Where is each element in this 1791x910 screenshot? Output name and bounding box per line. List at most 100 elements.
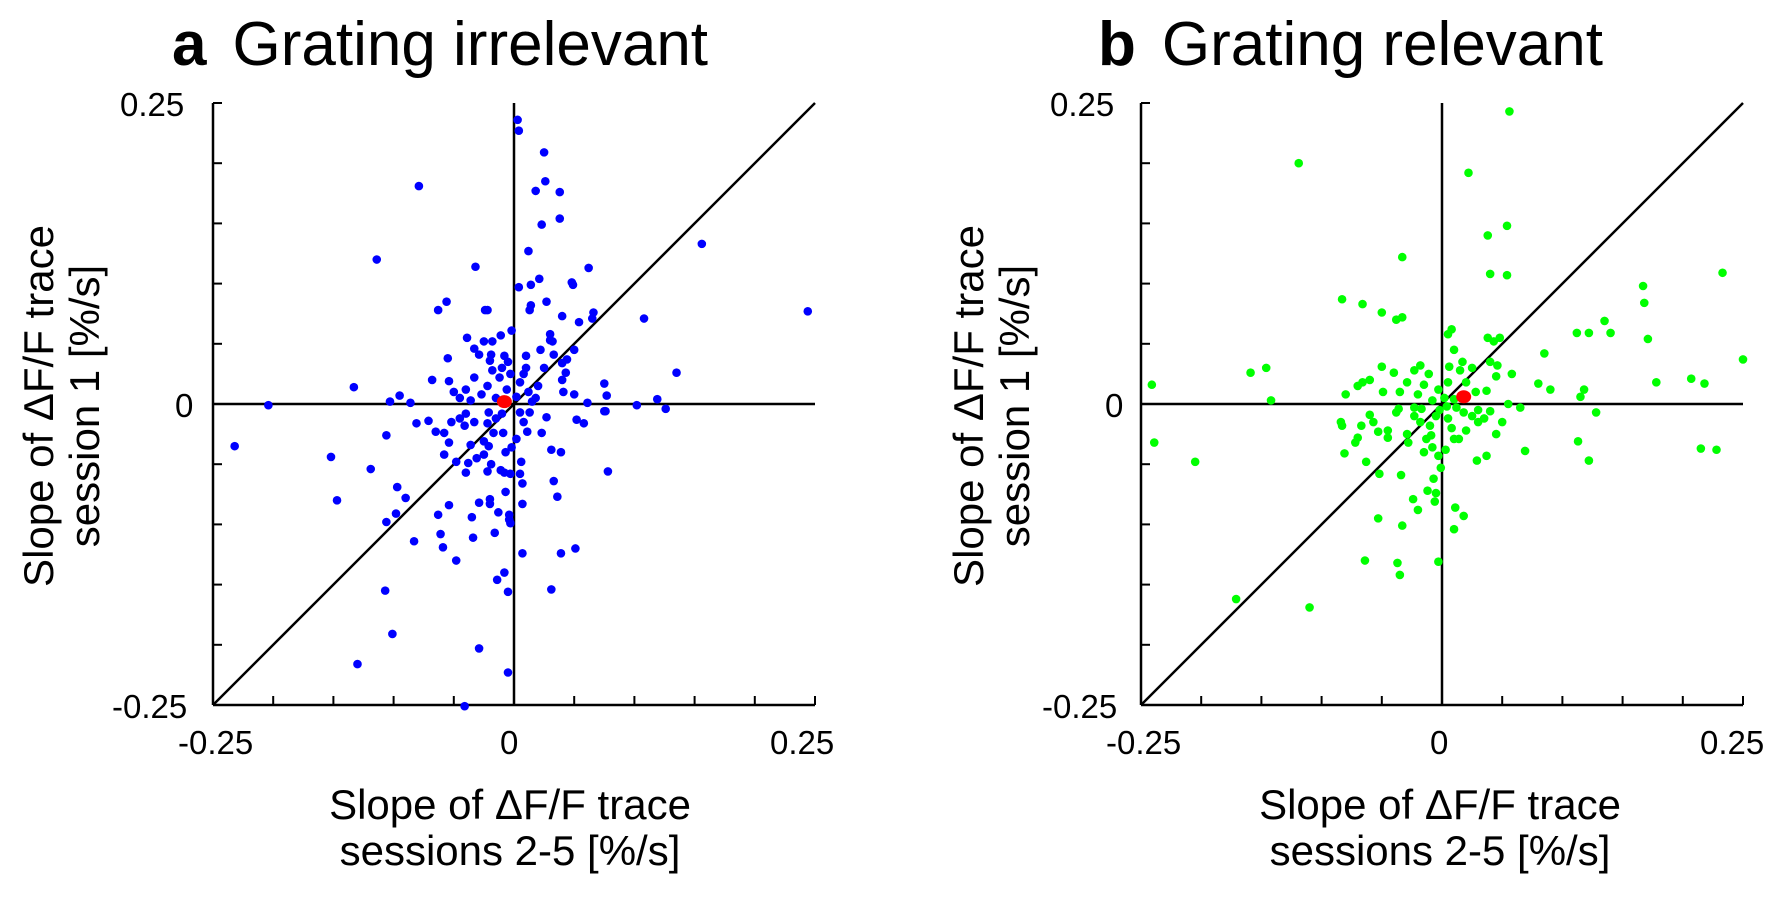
panel-b-data-point: [1576, 392, 1585, 402]
panel-a-data-point: [460, 421, 469, 430]
panel-a-data-point: [498, 428, 508, 438]
panel-b-data-point: [1600, 316, 1609, 326]
panel-b-data-point: [1455, 365, 1465, 375]
panel-a-data-point: [444, 438, 454, 447]
panel-a-data-point: [462, 333, 472, 343]
panel-b-data-point: [1485, 406, 1495, 416]
panel-a-data-point: [572, 415, 581, 424]
panel-b-data-point: [1700, 379, 1709, 388]
panel-a-data-point: [506, 469, 515, 479]
panel-b-data-point: [1485, 269, 1495, 279]
panel-b-data-point: [1353, 433, 1363, 443]
panel-b-data-point: [1447, 325, 1456, 334]
panel-a-data-point: [474, 498, 484, 508]
panel-a-data-point: [506, 518, 515, 528]
panel-b-data-point: [1471, 387, 1481, 397]
panel-a-data-point: [466, 396, 475, 405]
panel-a-xtick-right: 0.25: [770, 724, 835, 761]
panel-a-data-point: [557, 311, 567, 321]
panel-b-data-point: [1638, 281, 1648, 291]
panel-b-data-point: [1413, 505, 1423, 515]
panel-a-data-point: [512, 434, 521, 444]
panel-b-data-point: [1377, 362, 1387, 371]
panel-a-data-point: [442, 297, 451, 306]
panel-a-data-point: [549, 476, 559, 486]
panel-a-data-point: [601, 406, 610, 416]
panel-a-data-point: [433, 510, 443, 520]
panel-a-data-point: [515, 408, 525, 417]
panel-b-xlabel-line1: Slope of ΔF/F trace: [1259, 781, 1621, 828]
panel-b-data-point: [1444, 362, 1454, 371]
panel-a-identity-line: [212, 102, 816, 706]
panel-b-data-point: [1502, 221, 1512, 231]
panel-b-data-point: [1383, 426, 1393, 435]
panel-a-data-point: [559, 387, 568, 397]
panel-a-data-point: [436, 529, 445, 539]
panel-b-data-point: [1520, 446, 1530, 456]
panel-b-data-point: [1449, 345, 1459, 355]
panel-b-data-point: [1357, 421, 1366, 430]
panel-b-data-point: [1425, 421, 1435, 430]
panel-a-data-point: [382, 517, 391, 527]
panel-b-data-point: [1410, 403, 1419, 412]
panel-a-data-point: [349, 382, 359, 392]
panel-b-data-point: [1424, 369, 1434, 379]
panel-b-data-point: [1443, 378, 1453, 387]
panel-b-data-point: [1491, 372, 1501, 381]
panel-b-data-point: [1396, 470, 1406, 480]
panel-a-data-point: [488, 337, 497, 346]
panel-a-data-point: [521, 351, 531, 361]
panel-a-data-point: [332, 496, 342, 505]
panel-b-xlabel-line2: sessions 2-5 [%/s]: [1269, 827, 1611, 874]
panel-a-data-point: [524, 387, 533, 397]
panel-a-data-point: [466, 440, 475, 450]
panel-b-data-point: [1413, 390, 1423, 399]
panel-a-data-point: [555, 214, 565, 223]
panel-b-ytick-bottom: -0.25: [1042, 688, 1118, 725]
panel-b-data-point: [1190, 457, 1200, 467]
panel-b-data-point: [1416, 361, 1425, 370]
panel-a-data-point: [412, 418, 421, 428]
panel-b-data-point: [1467, 411, 1477, 421]
panel-b-data-point: [1573, 437, 1583, 446]
panel-b-data-point: [1495, 333, 1505, 343]
panel-b-data-point: [1416, 417, 1425, 427]
panel-b-data-point: [1479, 414, 1489, 423]
panel-b-data-point: [1378, 387, 1388, 397]
panel-b-data-point: [1337, 294, 1347, 304]
panel-a-data-point: [431, 427, 441, 436]
panel-b-data-point: [1375, 469, 1384, 479]
panel-b-data-point: [1369, 417, 1378, 427]
panel-a-ytick-bottom: -0.25: [112, 688, 188, 725]
panel-a-data-point: [502, 385, 512, 394]
panel-b-data-point: [1246, 368, 1255, 377]
panel-b-data-point: [1483, 231, 1493, 240]
panel-b-data-point: [1606, 328, 1615, 338]
panel-a-data-point: [474, 350, 484, 359]
panel-b-data-point: [1419, 447, 1429, 457]
panel-a-data-point: [549, 350, 559, 359]
panel-a-data-point: [414, 181, 424, 191]
panel-a-data-point: [388, 629, 397, 639]
panel-b-data-point: [1652, 378, 1661, 387]
panel-b-data-point: [1397, 521, 1407, 530]
panel-a-data-point: [486, 459, 496, 469]
panel-b-data-point: [1503, 399, 1513, 409]
panel-a-xlabel: Slope of ΔF/F trace sessions 2-5 [%/s]: [210, 782, 810, 874]
panel-b-data-point: [1738, 355, 1748, 364]
panel-b-mean-marker: [1456, 390, 1472, 404]
panel-a-data-point: [483, 381, 492, 391]
panel-a-data-point: [479, 450, 489, 459]
panel-a-data-point: [326, 452, 336, 462]
panel-a-data-point: [531, 186, 540, 196]
panel-a-title-text: Grating irrelevant: [232, 10, 709, 79]
panel-a-data-point: [672, 368, 681, 377]
panel-b-data-point: [1410, 411, 1419, 421]
panel-a-data-point: [455, 393, 465, 403]
panel-a-data-point: [497, 363, 507, 373]
panel-a-data-point: [536, 345, 545, 355]
panel-a-data-point: [533, 381, 543, 391]
panel-a-data-point: [507, 443, 516, 452]
panel-a-data-point: [395, 391, 404, 400]
panel-a-data-point: [547, 445, 556, 455]
